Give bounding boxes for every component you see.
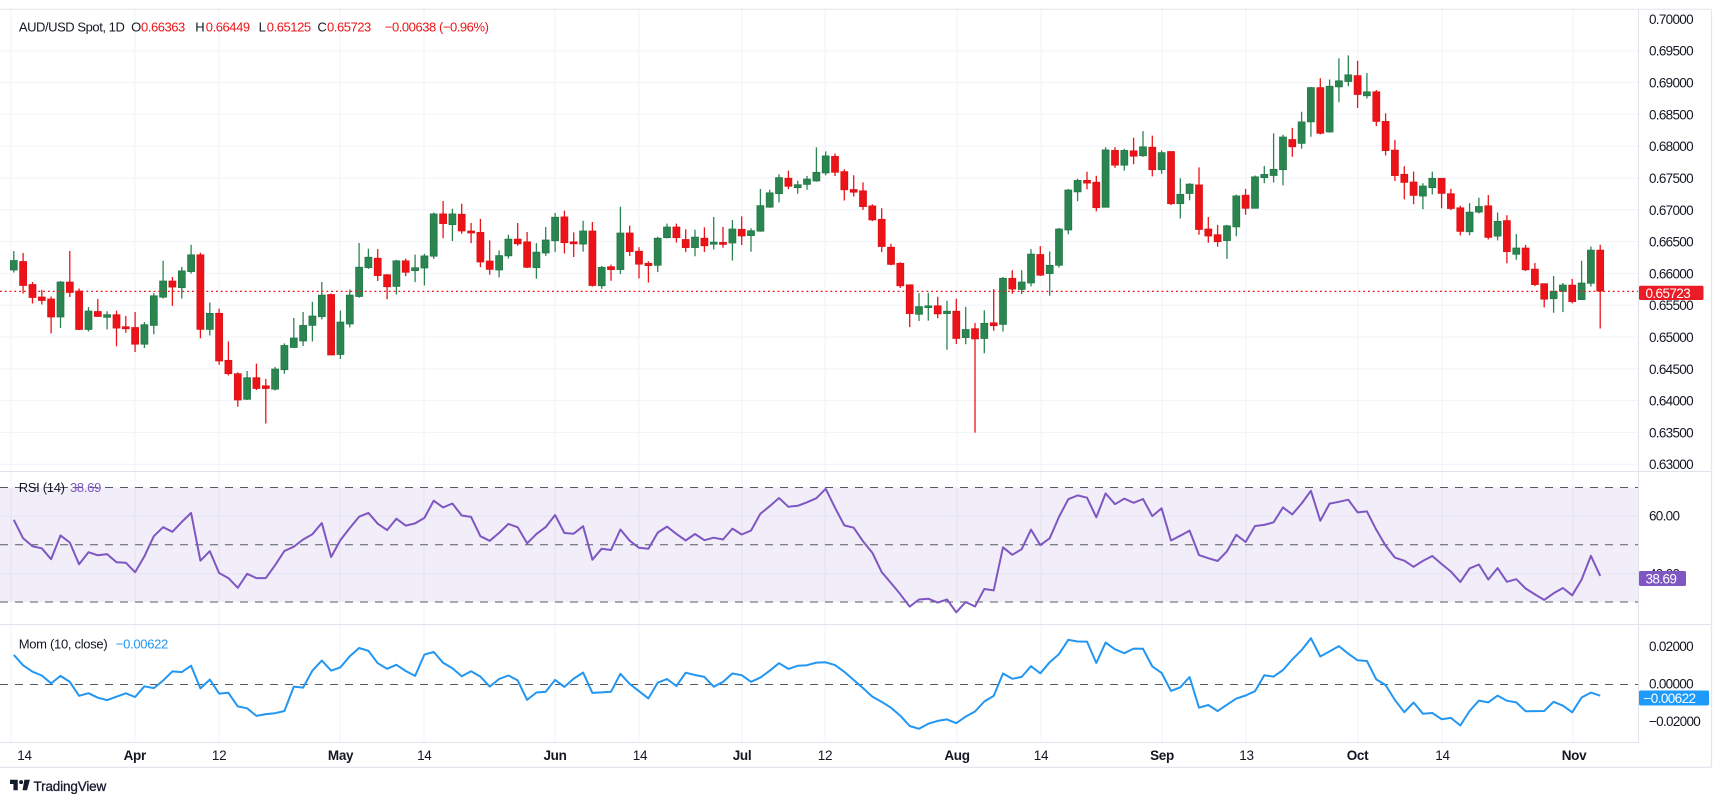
svg-text:0.68500: 0.68500 — [1649, 107, 1693, 122]
svg-text:0.69000: 0.69000 — [1649, 76, 1693, 91]
svg-text:TradingView: TradingView — [34, 779, 107, 794]
svg-text:0.65125: 0.65125 — [267, 20, 311, 35]
svg-text:0.70000: 0.70000 — [1649, 12, 1693, 27]
svg-text:O: O — [131, 20, 141, 35]
svg-text:H: H — [195, 20, 204, 35]
svg-text:38.69: 38.69 — [70, 480, 101, 495]
svg-text:0.00000: 0.00000 — [1649, 677, 1693, 692]
svg-text:14: 14 — [1034, 748, 1049, 763]
svg-text:−0.00638 (−0.96%): −0.00638 (−0.96%) — [385, 20, 489, 35]
svg-text:May: May — [328, 748, 354, 763]
svg-text:0.66363: 0.66363 — [141, 20, 185, 35]
svg-text:Mom (10, close): Mom (10, close) — [19, 636, 108, 651]
svg-text:0.65000: 0.65000 — [1649, 330, 1693, 345]
svg-text:C: C — [317, 20, 326, 35]
svg-text:12: 12 — [212, 748, 226, 763]
svg-text:0.68000: 0.68000 — [1649, 139, 1693, 154]
svg-text:14: 14 — [1435, 748, 1450, 763]
svg-text:14: 14 — [633, 748, 648, 763]
svg-text:L: L — [259, 20, 266, 35]
svg-text:Apr: Apr — [124, 748, 147, 763]
svg-text:12: 12 — [818, 748, 832, 763]
svg-text:0.65723: 0.65723 — [1646, 286, 1691, 301]
svg-text:Oct: Oct — [1347, 748, 1369, 763]
svg-text:0.66449: 0.66449 — [206, 20, 250, 35]
svg-text:0.69500: 0.69500 — [1649, 44, 1693, 59]
svg-text:14: 14 — [417, 748, 432, 763]
svg-text:13: 13 — [1239, 748, 1253, 763]
svg-text:Sep: Sep — [1150, 748, 1174, 763]
svg-text:Aug: Aug — [944, 748, 969, 763]
svg-text:38.69: 38.69 — [1646, 572, 1677, 587]
svg-text:Nov: Nov — [1562, 748, 1587, 763]
svg-text:14: 14 — [17, 748, 32, 763]
svg-text:0.64000: 0.64000 — [1649, 394, 1693, 409]
svg-text:0.63500: 0.63500 — [1649, 425, 1693, 440]
svg-text:0.02000: 0.02000 — [1649, 639, 1693, 654]
svg-text:0.67000: 0.67000 — [1649, 203, 1693, 218]
svg-text:0.65500: 0.65500 — [1649, 298, 1693, 313]
svg-text:−0.02000: −0.02000 — [1649, 714, 1700, 729]
svg-text:0.65723: 0.65723 — [327, 20, 371, 35]
svg-text:0.63000: 0.63000 — [1649, 457, 1693, 472]
svg-text:0.67500: 0.67500 — [1649, 171, 1693, 186]
svg-text:0.66500: 0.66500 — [1649, 235, 1693, 250]
svg-text:AUD/USD Spot, 1D: AUD/USD Spot, 1D — [19, 20, 125, 35]
svg-text:60.00: 60.00 — [1649, 509, 1679, 524]
svg-text:Jun: Jun — [543, 748, 566, 763]
svg-text:0.66000: 0.66000 — [1649, 266, 1693, 281]
svg-text:−0.00622: −0.00622 — [1644, 691, 1696, 706]
svg-text:Jul: Jul — [733, 748, 752, 763]
svg-text:RSI (14): RSI (14) — [19, 480, 65, 495]
svg-text:−0.00622: −0.00622 — [116, 636, 168, 651]
svg-text:0.64500: 0.64500 — [1649, 362, 1693, 377]
